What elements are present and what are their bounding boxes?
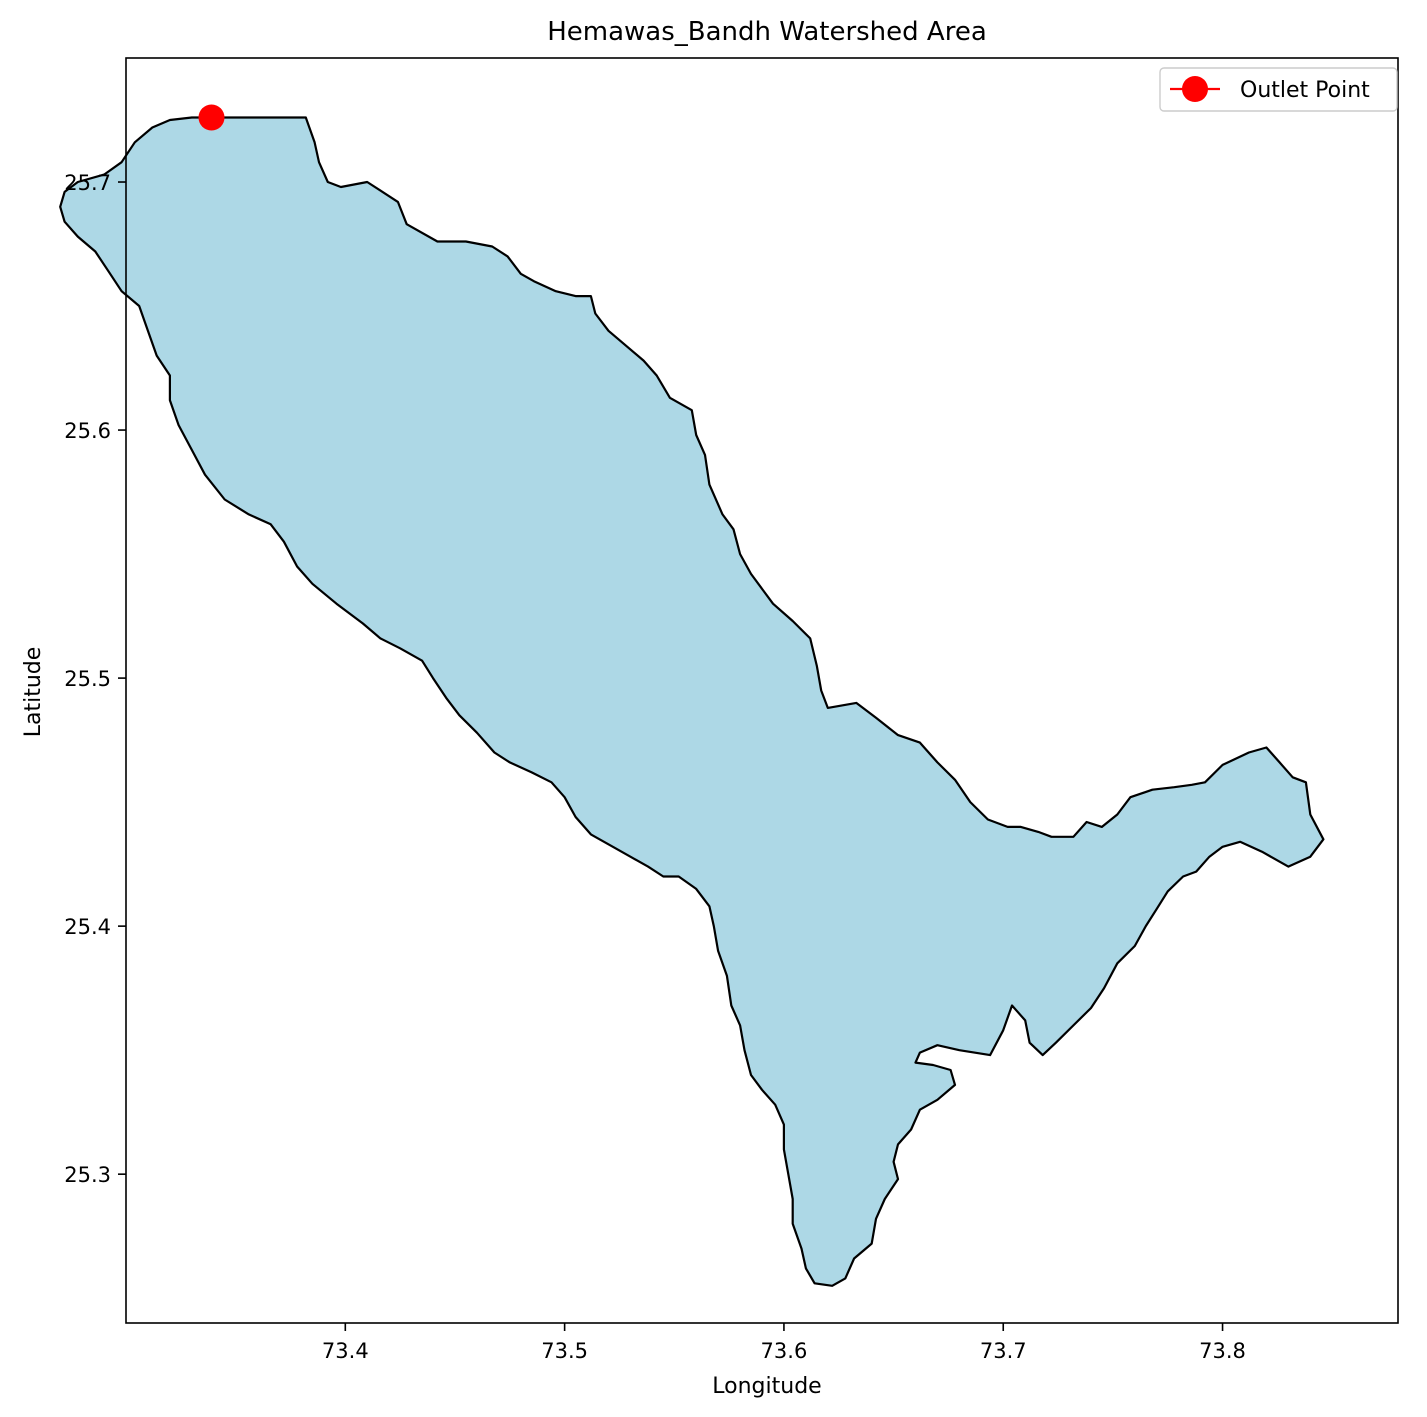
y-tick-label: 25.5 xyxy=(64,667,111,691)
x-tick-label: 73.8 xyxy=(1199,1339,1246,1363)
y-tick-label: 25.4 xyxy=(64,915,111,939)
x-tick-label: 73.4 xyxy=(322,1339,369,1363)
outlet-point-marker xyxy=(198,104,225,131)
x-tick-label: 73.5 xyxy=(541,1339,588,1363)
x-tick-label: 73.7 xyxy=(980,1339,1027,1363)
legend-box xyxy=(1159,67,1398,112)
chart-title: Hemawas_Bandh Watershed Area xyxy=(547,17,987,47)
y-tick-label: 25.7 xyxy=(64,171,111,195)
y-tick-label: 25.3 xyxy=(64,1163,111,1187)
y-axis-label: Latitude xyxy=(21,647,46,738)
y-axis-ticks: 25.3 25.4 25.5 25.6 25.7 xyxy=(64,171,126,1187)
x-axis-label: Longitude xyxy=(712,1374,821,1399)
y-tick-label: 25.6 xyxy=(64,419,111,443)
axes-frame xyxy=(125,57,1399,1324)
legend-marker-icon xyxy=(1182,76,1208,102)
plot-area xyxy=(59,104,1325,1287)
x-tick-label: 73.6 xyxy=(761,1339,808,1363)
watershed-polygon xyxy=(59,116,1325,1287)
x-axis-ticks: 73.4 73.5 73.6 73.7 73.8 xyxy=(322,1323,1246,1363)
legend-label: Outlet Point xyxy=(1240,78,1370,103)
legend: Outlet Point xyxy=(1159,67,1398,112)
